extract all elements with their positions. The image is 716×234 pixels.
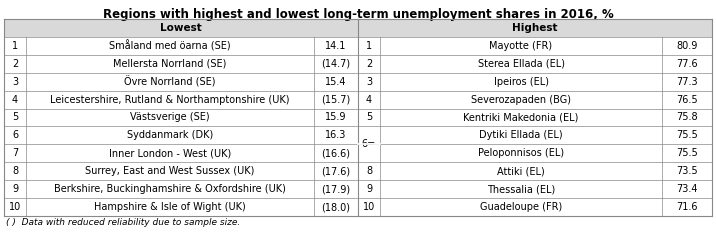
Text: 75.5: 75.5 [676, 148, 698, 158]
Text: 8: 8 [12, 166, 18, 176]
Text: 8: 8 [366, 166, 372, 176]
Text: 4: 4 [12, 95, 18, 105]
Text: Småland med öarna (SE): Småland med öarna (SE) [109, 40, 231, 51]
Text: Kentriki Makedonia (EL): Kentriki Makedonia (EL) [463, 113, 579, 123]
Text: Severozapaden (BG): Severozapaden (BG) [471, 95, 571, 105]
Text: 10: 10 [363, 202, 375, 212]
Text: Surrey, East and West Sussex (UK): Surrey, East and West Sussex (UK) [85, 166, 255, 176]
Text: 4: 4 [366, 95, 372, 105]
Text: Leicestershire, Rutland & Northamptonshire (UK): Leicestershire, Rutland & Northamptonshi… [50, 95, 290, 105]
Text: 75.8: 75.8 [676, 113, 698, 123]
Text: 2: 2 [12, 59, 18, 69]
Text: 77.3: 77.3 [676, 77, 698, 87]
Text: ( )  Data with reduced reliability due to sample size.: ( ) Data with reduced reliability due to… [6, 218, 241, 227]
Text: 14.1: 14.1 [325, 41, 347, 51]
Text: (17.6): (17.6) [321, 166, 351, 176]
Text: Mayotte (FR): Mayotte (FR) [490, 41, 553, 51]
Text: Regions with highest and lowest long-term unemployment shares in 2016, %: Regions with highest and lowest long-ter… [102, 8, 614, 21]
Text: 77.6: 77.6 [676, 59, 698, 69]
Text: Dytiki Ellada (EL): Dytiki Ellada (EL) [479, 130, 563, 140]
Text: Mellersta Norrland (SE): Mellersta Norrland (SE) [113, 59, 227, 69]
Text: 73.5: 73.5 [676, 166, 698, 176]
Text: Syddanmark (DK): Syddanmark (DK) [127, 130, 213, 140]
Text: Guadeloupe (FR): Guadeloupe (FR) [480, 202, 562, 212]
Text: Västsverige (SE): Västsverige (SE) [130, 113, 210, 123]
Text: Sterea Ellada (EL): Sterea Ellada (EL) [478, 59, 564, 69]
Text: Övre Norrland (SE): Övre Norrland (SE) [125, 76, 216, 87]
Text: 5: 5 [12, 113, 18, 123]
Text: Attiki (EL): Attiki (EL) [497, 166, 545, 176]
Text: Lowest: Lowest [160, 23, 202, 33]
Text: (15.7): (15.7) [321, 95, 351, 105]
Bar [358, 19, 712, 37]
Text: 6: 6 [12, 130, 18, 140]
Text: (14.7): (14.7) [321, 59, 351, 69]
Text: 3: 3 [366, 77, 372, 87]
Text: Inner London - West (UK): Inner London - West (UK) [109, 148, 231, 158]
Text: Ipeiros (EL): Ipeiros (EL) [493, 77, 548, 87]
Text: Thessalia (EL): Thessalia (EL) [487, 184, 555, 194]
Text: Highest: Highest [512, 23, 558, 33]
Text: (16.6): (16.6) [321, 148, 351, 158]
Text: 10: 10 [9, 202, 21, 212]
Text: 5: 5 [366, 113, 372, 123]
Text: 16.3: 16.3 [325, 130, 347, 140]
Text: 15.4: 15.4 [325, 77, 347, 87]
Text: (17.9): (17.9) [321, 184, 351, 194]
Text: 9: 9 [12, 184, 18, 194]
Text: Berkshire, Buckinghamshire & Oxfordshire (UK): Berkshire, Buckinghamshire & Oxfordshire… [54, 184, 286, 194]
Text: 9: 9 [366, 184, 372, 194]
Text: 3: 3 [12, 77, 18, 87]
Text: Hampshire & Isle of Wight (UK): Hampshire & Isle of Wight (UK) [94, 202, 246, 212]
Text: (18.0): (18.0) [321, 202, 351, 212]
Text: 15.9: 15.9 [325, 113, 347, 123]
Text: 80.9: 80.9 [677, 41, 697, 51]
Text: 73.4: 73.4 [676, 184, 698, 194]
Text: 75.5: 75.5 [676, 130, 698, 140]
Text: 1: 1 [366, 41, 372, 51]
Text: 71.6: 71.6 [676, 202, 698, 212]
Text: 7: 7 [12, 148, 18, 158]
Text: 76.5: 76.5 [676, 95, 698, 105]
Text: Peloponnisos (EL): Peloponnisos (EL) [478, 148, 564, 158]
Text: 6=: 6= [362, 139, 376, 149]
Text: 2: 2 [366, 59, 372, 69]
Text: 1: 1 [12, 41, 18, 51]
Bar [4, 19, 358, 37]
